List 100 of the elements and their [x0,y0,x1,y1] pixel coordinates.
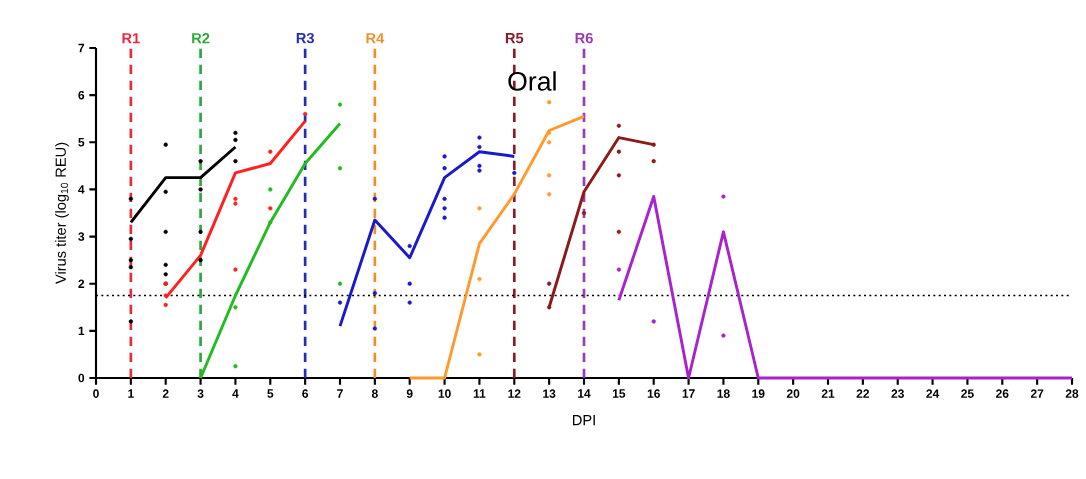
point [128,196,133,201]
point [616,123,621,128]
point [477,135,482,140]
x-tick-label: 12 [508,389,521,398]
x-tick-label: 2 [162,389,169,398]
x-axis-title: DPI [572,415,595,426]
point [616,173,621,178]
point [407,243,412,249]
y-tick-label: 5 [78,138,85,147]
point [477,206,482,211]
point [372,326,377,331]
point [442,154,447,159]
point [337,102,343,107]
point [337,300,343,305]
line-series [408,114,586,380]
point [407,281,412,286]
ref-line-label: R5 [505,33,524,44]
point [198,229,203,234]
x-tick-label: 6 [302,389,309,398]
x-tick-label: 7 [337,389,343,398]
point [268,187,273,192]
x-tick-label: 28 [1065,389,1079,398]
point [372,291,377,296]
point [337,281,343,286]
point [581,210,587,216]
point [477,144,482,150]
point [651,142,656,147]
x-tick-label: 0 [93,389,99,398]
x-tick-label: 27 [1030,389,1044,398]
x-tick-label: 4 [232,389,239,398]
point [233,364,238,369]
point [303,111,308,117]
point [233,159,238,164]
point [547,173,552,178]
x-tick-label: 20 [786,389,800,398]
x-tick-label: 16 [647,389,660,398]
x-tick-label: 5 [267,389,274,398]
point [233,305,238,310]
point [163,293,168,298]
point [163,142,168,147]
point [547,281,552,286]
y-tick-label: 6 [78,90,85,100]
point [721,194,726,199]
point [163,272,168,277]
point [268,149,273,154]
y-tick-label: 7 [78,43,85,53]
x-tick-label: 19 [752,389,765,398]
point [547,100,552,105]
x-tick-label: 15 [612,389,626,398]
point [651,319,656,324]
point [616,229,621,234]
y-tick-label: 1 [78,326,85,335]
point [128,258,133,263]
point [198,258,203,263]
x-tick-label: 24 [926,389,940,398]
ref-line-label: R3 [296,32,314,44]
x-tick-label: 17 [682,389,695,398]
ref-line-label: R4 [366,33,385,44]
point [547,130,552,135]
point [337,166,343,171]
ref-line-label: R6 [575,32,593,44]
y-axis-title: Virus titer (log$_{10}$ REU) [55,142,69,285]
point [198,159,203,164]
point [268,220,273,225]
point [442,196,447,201]
ref-line-label: R2 [192,33,210,44]
point [233,137,238,143]
point [233,201,238,206]
x-tick-label: 9 [406,389,413,398]
point [477,352,482,357]
point [547,140,552,145]
point [128,265,133,270]
x-tick-label: 22 [856,389,870,398]
point [477,168,482,173]
x-tick-label: 25 [961,389,974,398]
point [407,300,412,305]
x-tick-label: 26 [996,389,1009,398]
point [233,130,238,135]
point [477,163,482,168]
point [547,192,552,197]
x-tick-label: 18 [717,389,730,398]
point [233,267,238,272]
point [372,196,377,201]
line-series [199,121,342,380]
x-tick-label: 14 [578,389,591,398]
x-tick-label: 23 [891,389,904,398]
x-tick-label: 1 [128,389,134,398]
point [616,149,621,154]
point [128,319,133,324]
point [268,206,273,211]
point [163,302,168,308]
point [442,206,447,211]
point [442,166,447,171]
x-tick-label: 11 [473,389,486,398]
point [721,333,726,338]
point [651,159,656,164]
y-tick-label: 0 [78,373,85,383]
point [442,215,447,220]
line-series [164,119,307,300]
point [233,196,238,201]
